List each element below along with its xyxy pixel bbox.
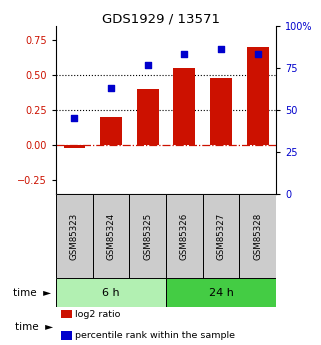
Bar xyxy=(56,278,166,307)
Point xyxy=(72,116,77,121)
Bar xyxy=(247,47,269,145)
Text: time  ►: time ► xyxy=(15,322,53,332)
Bar xyxy=(64,145,85,148)
Point xyxy=(182,52,187,57)
Bar xyxy=(129,194,166,278)
Text: GSM85324: GSM85324 xyxy=(107,213,116,260)
Text: GSM85323: GSM85323 xyxy=(70,213,79,260)
Bar xyxy=(173,68,195,145)
Bar xyxy=(210,78,232,145)
Text: time  ►: time ► xyxy=(13,288,51,298)
Text: GDS1929 / 13571: GDS1929 / 13571 xyxy=(101,12,220,25)
Bar xyxy=(93,194,129,278)
Bar xyxy=(61,310,72,318)
Point xyxy=(145,62,150,67)
Point xyxy=(255,52,260,57)
Bar xyxy=(239,194,276,278)
Bar xyxy=(166,278,276,307)
Text: 6 h: 6 h xyxy=(102,288,120,298)
Bar xyxy=(100,117,122,145)
Point xyxy=(219,47,224,52)
Text: log2 ratio: log2 ratio xyxy=(75,310,120,319)
Bar xyxy=(137,89,159,145)
Text: GSM85328: GSM85328 xyxy=(253,213,262,260)
Bar xyxy=(203,194,239,278)
Text: percentile rank within the sample: percentile rank within the sample xyxy=(75,331,235,340)
Bar xyxy=(61,331,72,340)
Bar xyxy=(166,194,203,278)
Point xyxy=(108,86,114,91)
Text: GSM85327: GSM85327 xyxy=(217,213,226,260)
Bar xyxy=(56,194,93,278)
Text: GSM85326: GSM85326 xyxy=(180,213,189,260)
Text: GSM85325: GSM85325 xyxy=(143,213,152,260)
Text: 24 h: 24 h xyxy=(209,288,233,298)
